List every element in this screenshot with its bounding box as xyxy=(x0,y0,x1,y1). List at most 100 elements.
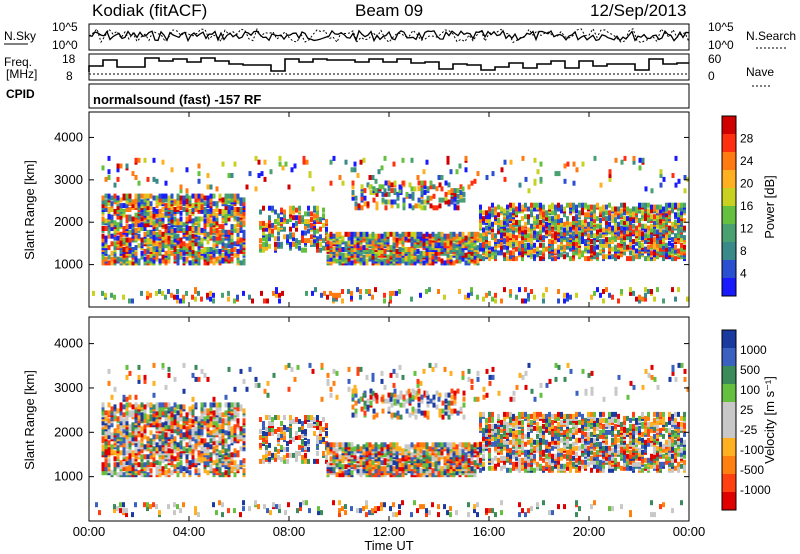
power-cell xyxy=(218,193,222,199)
power-cell xyxy=(662,176,666,182)
velocity-cell xyxy=(167,402,171,408)
power-cell xyxy=(614,216,617,222)
velocity-cell xyxy=(280,433,283,438)
power-cells xyxy=(92,155,690,304)
velocity-cell xyxy=(239,426,243,432)
velocity-cell xyxy=(191,404,195,410)
velocity-cell xyxy=(137,440,141,446)
power-cell xyxy=(608,173,612,178)
power-cell xyxy=(449,248,453,254)
velocity-cell xyxy=(128,442,132,448)
power-cell xyxy=(638,298,641,304)
velocity-cell xyxy=(122,418,126,424)
power-cell xyxy=(638,229,641,235)
power-cell xyxy=(322,238,325,244)
velocity-cell xyxy=(221,434,225,440)
power-cell xyxy=(372,186,376,192)
velocity-cell xyxy=(338,454,342,460)
power-cell xyxy=(497,204,500,210)
power-cell xyxy=(194,197,198,203)
velocity-cell xyxy=(377,460,381,466)
power-cell xyxy=(233,224,237,230)
velocity-cell xyxy=(386,450,390,456)
power-cell xyxy=(395,248,399,254)
velocity-cell xyxy=(242,428,246,434)
power-cell xyxy=(533,206,536,212)
power-cell xyxy=(194,237,198,243)
power-cell xyxy=(197,193,201,199)
power-cell xyxy=(470,231,474,237)
power-cell xyxy=(323,290,326,296)
velocity-cell xyxy=(218,468,222,474)
power-cell xyxy=(437,289,440,294)
power-cell xyxy=(467,252,471,258)
power-cell xyxy=(476,252,480,258)
velocity-cell xyxy=(335,442,339,448)
power-cell xyxy=(182,207,186,212)
power-cell xyxy=(384,180,388,186)
power-cell xyxy=(143,256,147,262)
velocity-cell xyxy=(182,446,186,452)
power-cell xyxy=(653,242,656,248)
velocity-cell xyxy=(236,422,240,428)
power-cell xyxy=(224,243,228,249)
power-cell xyxy=(482,246,485,252)
power-colorbar-tick: 24 xyxy=(740,154,754,168)
power-cell xyxy=(479,242,482,248)
power-cell xyxy=(456,193,460,199)
power-cell xyxy=(254,155,258,161)
power-cell xyxy=(444,195,448,201)
power-cell xyxy=(383,231,387,237)
power-cell xyxy=(170,193,174,199)
velocity-cell xyxy=(104,460,108,466)
velocity-cell xyxy=(143,444,147,450)
velocity-cell xyxy=(167,452,171,458)
power-cell xyxy=(626,216,629,222)
velocity-cell xyxy=(280,421,283,426)
velocity-cell xyxy=(215,458,219,464)
velocity-cell xyxy=(107,440,111,446)
power-cell xyxy=(410,258,414,264)
velocity-cell xyxy=(128,464,132,470)
power-cell xyxy=(593,204,596,210)
power-cell xyxy=(233,193,237,199)
power-cell xyxy=(209,229,213,235)
power-cell xyxy=(557,218,560,223)
power-cell xyxy=(125,203,129,209)
velocity-cell xyxy=(209,444,213,450)
power-cell xyxy=(408,203,412,209)
power-cell xyxy=(665,225,668,231)
power-cell xyxy=(488,252,491,258)
velocity-cell xyxy=(209,456,213,462)
power-cell xyxy=(575,167,579,173)
power-cell xyxy=(563,212,566,218)
velocity-cell xyxy=(380,442,384,448)
velocity-cell xyxy=(110,432,114,438)
power-cell xyxy=(677,233,680,239)
power-cell xyxy=(134,250,138,256)
power-cell xyxy=(185,210,189,216)
velocity-cell xyxy=(326,450,330,456)
velocity-cell xyxy=(230,402,234,408)
power-cell xyxy=(408,182,412,188)
power-cell xyxy=(356,243,360,249)
velocity-cell xyxy=(161,446,165,452)
velocity-cell xyxy=(155,466,159,472)
power-cell xyxy=(227,290,230,296)
power-cell xyxy=(110,201,114,207)
velocity-cell xyxy=(203,468,207,474)
power-cell xyxy=(614,252,617,258)
power-cell xyxy=(280,207,283,213)
power-cell xyxy=(431,260,435,266)
velocity-cell xyxy=(437,456,441,462)
power-cell xyxy=(236,210,240,216)
power-cell xyxy=(494,206,497,212)
power-cell xyxy=(188,250,192,256)
power-cell xyxy=(360,191,364,197)
power-cell xyxy=(554,204,557,210)
power-cell xyxy=(530,233,533,239)
power-cell xyxy=(254,186,258,192)
power-cell xyxy=(179,195,183,201)
power-cell xyxy=(524,214,527,220)
